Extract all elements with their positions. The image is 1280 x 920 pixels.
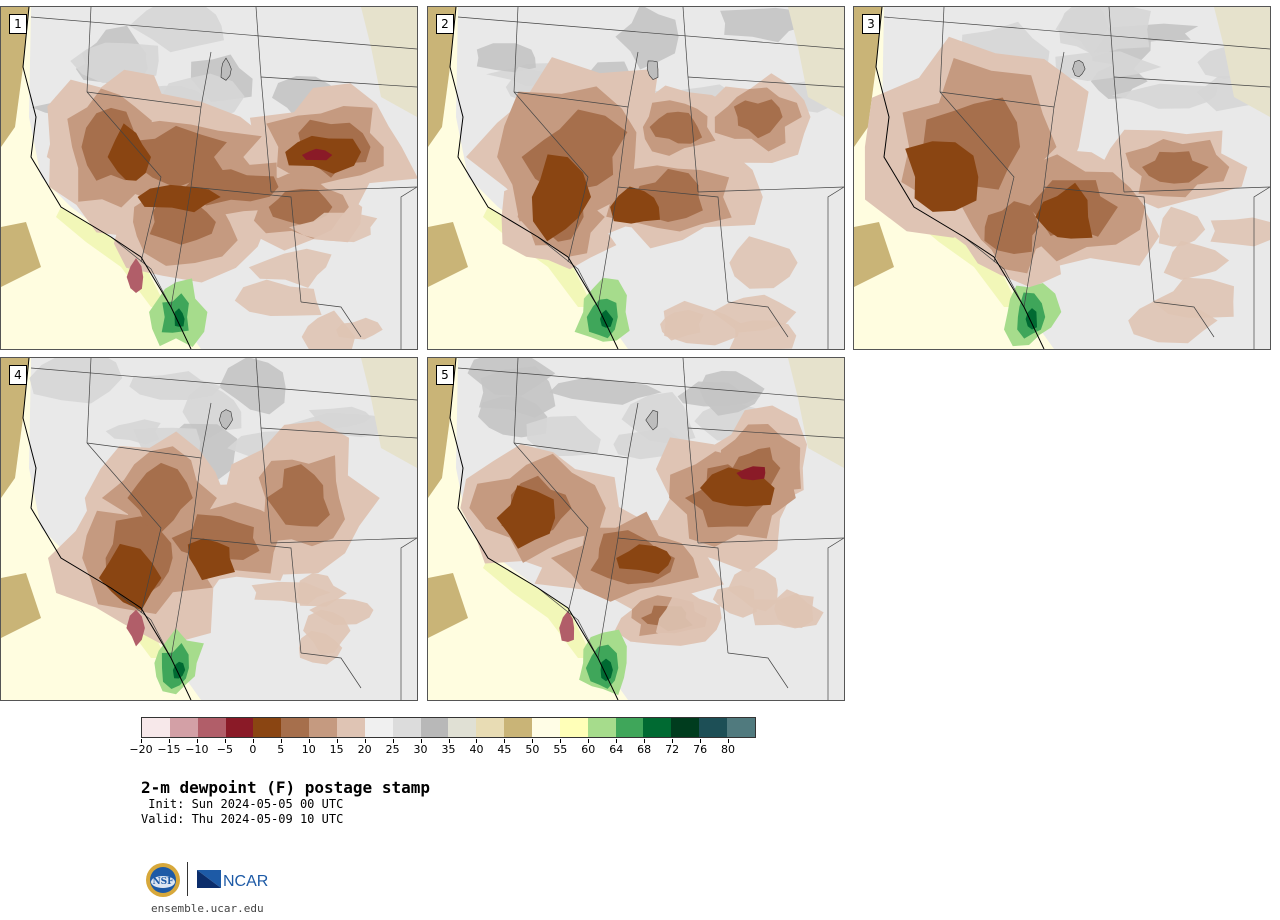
colorbar-tick-mark: [504, 739, 506, 743]
colorbar-tick-mark: [672, 739, 674, 743]
nsf-logo-icon: NSF: [146, 863, 180, 897]
colorbar-tick-label: 5: [277, 743, 285, 756]
website-url: ensemble.ucar.edu: [151, 902, 264, 915]
colorbar-swatch: [671, 718, 700, 737]
map-panel-4: 4: [0, 357, 418, 701]
colorbar-swatch: [643, 718, 672, 737]
colorbar-tick-label: −5: [216, 743, 233, 756]
colorbar-tick-mark: [588, 739, 590, 743]
colorbar-swatch: [420, 718, 449, 737]
colorbar-tick-mark: [560, 739, 562, 743]
colorbar-swatch: [169, 718, 198, 737]
colorbar-swatch: [587, 718, 616, 737]
logo-divider: [187, 862, 188, 896]
colorbar-tick-mark: [168, 739, 170, 743]
init-time: Init: Sun 2024-05-05 00 UTC: [141, 797, 344, 811]
dewpoint-map-3: [854, 7, 1270, 349]
colorbar-tick-label: 50: [525, 743, 540, 756]
colorbar-swatch: [532, 718, 560, 737]
colorbar-ticks: −20 −15 −10 −5 0 5 10 15 20 25 30 35 40 45 50 55 60 64 68 7…: [129, 739, 756, 759]
figure-title: 2-m dewpoint (F) postage stamp: [141, 778, 430, 797]
colorbar-tick-mark: [392, 739, 394, 743]
colorbar-swatch: [142, 718, 170, 737]
colorbar-tick-mark: [728, 739, 730, 743]
map-panel-1: 1: [0, 6, 418, 350]
colorbar-tick-label: 10: [301, 743, 316, 756]
colorbar-tick-label: 0: [249, 743, 257, 756]
panel-label-3: 3: [862, 14, 880, 34]
svg-text:NCAR: NCAR: [223, 873, 268, 890]
colorbar-swatch: [448, 718, 477, 737]
colorbar-swatch: [559, 718, 588, 737]
colorbar-tick-mark: [644, 739, 646, 743]
colorbar-tick-label: −20: [129, 743, 153, 756]
svg-text:NSF: NSF: [152, 877, 174, 887]
ncar-logo-icon: NCAR: [197, 870, 268, 890]
colorbar-tick-label: 45: [497, 743, 512, 756]
colorbar-swatch: [504, 718, 533, 737]
colorbar-swatch: [727, 718, 755, 737]
colorbar-swatch: [337, 718, 365, 737]
colorbar-swatch: [364, 718, 393, 737]
colorbar-tick-mark: [448, 739, 450, 743]
colorbar-tick-mark: [141, 739, 142, 743]
colorbar-tick-label: 40: [469, 743, 484, 756]
colorbar-tick-mark: [476, 739, 478, 743]
colorbar-tick-mark: [308, 739, 310, 743]
colorbar-tick-label: −10: [185, 743, 209, 756]
colorbar-tick-label: 60: [581, 743, 596, 756]
panel-label-5: 5: [436, 365, 454, 385]
colorbar-swatch: [281, 718, 310, 737]
colorbar-swatch: [476, 718, 505, 737]
colorbar-tick-label: 64: [609, 743, 624, 756]
colorbar-tick-label: 30: [413, 743, 428, 756]
colorbar-tick-mark: [616, 739, 618, 743]
panel-label-4: 4: [9, 365, 27, 385]
colorbar-tick-label: 68: [637, 743, 652, 756]
colorbar-tick-mark: [532, 739, 534, 743]
colorbar-tick-mark: [280, 739, 282, 743]
map-panel-5: 5: [427, 357, 845, 701]
colorbar-tick-label: 20: [357, 743, 372, 756]
colorbar-tick-mark: [252, 739, 254, 743]
map-panel-2: 2: [427, 6, 845, 350]
colorbar-swatch: [253, 718, 282, 737]
colorbar-tick-mark: [224, 739, 226, 743]
colorbar: [141, 717, 756, 738]
colorbar-tick-label: 25: [385, 743, 400, 756]
logo-area: NSF NCAR: [145, 860, 285, 900]
map-panel-3: 3: [853, 6, 1271, 350]
colorbar-swatch: [309, 718, 338, 737]
colorbar-swatch: [392, 718, 421, 737]
panel-label-1: 1: [9, 14, 27, 34]
colorbar-swatch: [699, 718, 728, 737]
dewpoint-map-1: [1, 7, 417, 349]
colorbar-swatch: [615, 718, 644, 737]
colorbar-tick-label: 55: [553, 743, 568, 756]
dewpoint-map-5: [428, 358, 844, 700]
colorbar-tick-label: 15: [329, 743, 344, 756]
colorbar-tick-mark: [700, 739, 702, 743]
colorbar-tick-label: 80: [721, 743, 736, 756]
colorbar-tick-label: −15: [157, 743, 181, 756]
colorbar-tick-mark: [364, 739, 366, 743]
colorbar-tick-label: 76: [693, 743, 708, 756]
colorbar-tick-mark: [336, 739, 338, 743]
panel-label-2: 2: [436, 14, 454, 34]
valid-time: Valid: Thu 2024-05-09 10 UTC: [141, 812, 344, 826]
colorbar-tick-mark: [196, 739, 198, 743]
colorbar-tick-label: 72: [665, 743, 680, 756]
colorbar-tick-mark: [420, 739, 422, 743]
colorbar-swatch: [225, 718, 254, 737]
colorbar-tick-label: 35: [441, 743, 456, 756]
dewpoint-map-4: [1, 358, 417, 700]
dewpoint-map-2: [428, 7, 844, 349]
colorbar-swatch: [197, 718, 226, 737]
